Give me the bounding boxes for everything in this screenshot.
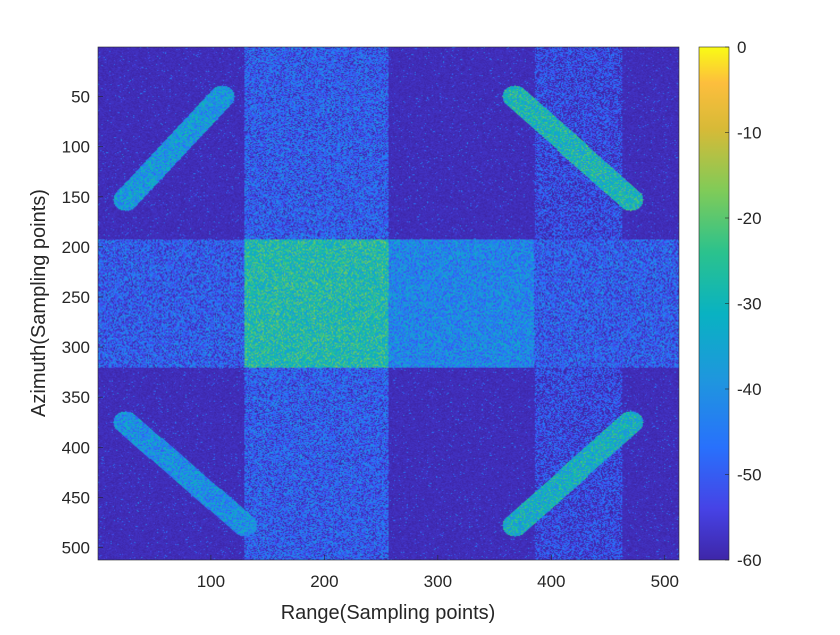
x-tick-label: 500 (651, 572, 679, 591)
y-axis-ticks: 50 100 150 200 250 300 350 400 450 500 (62, 88, 103, 557)
y-tick-label: 200 (62, 238, 90, 257)
colorbar: 0 -10 -20 -30 -40 -50 -60 (698, 38, 762, 570)
x-axis-ticks: 100 200 300 400 500 (197, 555, 679, 591)
x-tick-label: 100 (197, 572, 225, 591)
colorbar-tick-label: -20 (737, 209, 762, 228)
plot-area (97, 46, 680, 561)
colorbar-tick-label: -40 (737, 380, 762, 399)
y-tick-label: 50 (71, 88, 90, 107)
y-tick-label: 450 (62, 488, 90, 507)
heatmap-image (98, 47, 679, 560)
colorbar-tick-label: 0 (737, 38, 746, 57)
y-tick-label: 500 (62, 538, 90, 557)
colorbar-tick-label: -30 (737, 295, 762, 314)
colorbar-tick-label: -60 (737, 551, 762, 570)
y-axis-label: Azimuth(Sampling points) (28, 189, 50, 417)
y-tick-label: 100 (62, 138, 90, 157)
x-tick-label: 200 (310, 572, 338, 591)
x-tick-label: 400 (537, 572, 565, 591)
colorbar-tick-label: -10 (737, 124, 762, 143)
y-tick-label: 150 (62, 188, 90, 207)
plot-frame (97, 46, 680, 561)
y-tick-label: 400 (62, 438, 90, 457)
y-tick-label: 300 (62, 338, 90, 357)
y-tick-label: 350 (62, 388, 90, 407)
colorbar-gradient (699, 47, 729, 560)
x-axis-label: Range(Sampling points) (281, 602, 496, 624)
colorbar-tick-label: -50 (737, 466, 762, 485)
y-tick-label: 250 (62, 288, 90, 307)
colorbar-ticks: 0 -10 -20 -30 -40 -50 -60 (725, 38, 762, 570)
x-tick-label: 300 (424, 572, 452, 591)
